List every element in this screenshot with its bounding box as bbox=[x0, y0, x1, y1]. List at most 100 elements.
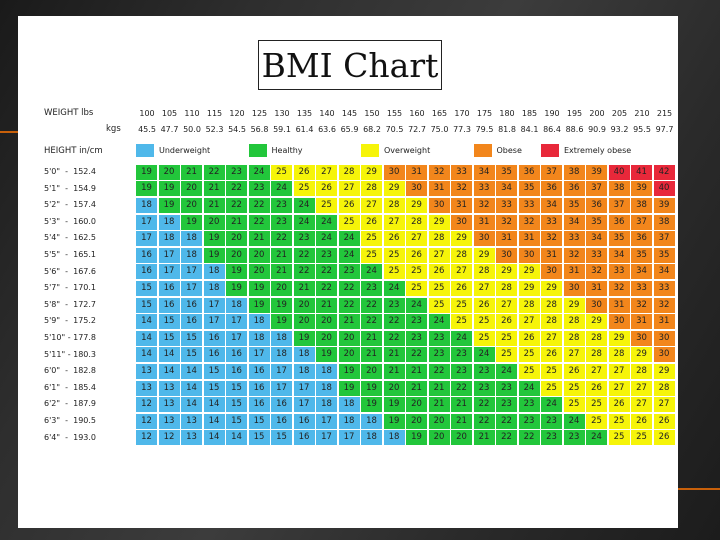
bmi-cell: 19 bbox=[226, 281, 247, 296]
height-label-row: 5'5" - 165.1 bbox=[44, 250, 97, 259]
bmi-cell: 26 bbox=[586, 380, 607, 396]
bmi-cell: 21 bbox=[428, 397, 450, 413]
bmi-cell: 26 bbox=[451, 281, 472, 296]
bmi-cell: 17 bbox=[316, 430, 337, 446]
bmi-cell: 19 bbox=[338, 364, 360, 379]
bmi-cell: 19 bbox=[271, 314, 292, 330]
bmi-cell: 29 bbox=[383, 181, 405, 197]
bmi-cell: 22 bbox=[248, 198, 270, 213]
bmi-cell: 18 bbox=[158, 214, 180, 230]
bmi-cell: 31 bbox=[563, 264, 585, 280]
bmi-cell: 26 bbox=[496, 314, 517, 330]
bmi-cell: 28 bbox=[608, 347, 630, 363]
bmi-cell: 17 bbox=[293, 397, 315, 413]
height-label-row: 6'3" - 190.5 bbox=[44, 416, 97, 425]
bmi-cell: 18 bbox=[181, 247, 202, 263]
weight-lbs-value: 200 bbox=[589, 109, 605, 118]
bmi-cell: 18 bbox=[248, 330, 270, 346]
bmi-cell: 22 bbox=[338, 281, 360, 296]
bmi-cell: 21 bbox=[293, 281, 315, 296]
bmi-cell: 16 bbox=[293, 413, 315, 429]
bmi-cell: 25 bbox=[451, 314, 472, 330]
bmi-cell: 30 bbox=[428, 198, 450, 213]
weight-kgs-value: 56.8 bbox=[250, 125, 269, 134]
bmi-cell: 32 bbox=[563, 247, 585, 263]
bmi-cell: 20 bbox=[226, 247, 247, 263]
bmi-cell: 24 bbox=[473, 347, 495, 363]
bmi-cell: 25 bbox=[383, 264, 405, 280]
bmi-cell: 23 bbox=[271, 198, 292, 213]
height-label-row: 5'10" - 177.8 bbox=[44, 333, 97, 342]
bmi-cell: 28 bbox=[518, 297, 540, 313]
bmi-cell: 23 bbox=[271, 214, 292, 230]
height-label-row: 5'0" - 152.4 bbox=[44, 167, 97, 176]
bmi-cell: 22 bbox=[473, 397, 495, 413]
bmi-cell: 20 bbox=[181, 181, 202, 197]
bmi-cell: 19 bbox=[136, 164, 157, 180]
weight-lbs-value: 180 bbox=[499, 109, 515, 118]
bmi-cell: 27 bbox=[361, 198, 382, 213]
weight-kgs-value: 68.2 bbox=[363, 125, 381, 134]
bmi-cell: 25 bbox=[586, 397, 607, 413]
bmi-cell: 28 bbox=[586, 347, 607, 363]
bmi-cell: 26 bbox=[383, 231, 405, 247]
weight-kgs-value: 97.7 bbox=[655, 125, 674, 134]
bmi-cell: 28 bbox=[653, 380, 675, 396]
bmi-cell: 24 bbox=[406, 297, 427, 313]
bmi-cell: 24 bbox=[496, 364, 517, 379]
bmi-cell: 30 bbox=[496, 247, 517, 263]
bmi-cell: 25 bbox=[271, 164, 292, 180]
height-label-row: 6'1" - 185.4 bbox=[44, 382, 97, 392]
height-label-row: 5'6" - 167.6 bbox=[44, 266, 97, 276]
bmi-cell: 18 bbox=[136, 198, 157, 213]
bmi-cell: 34 bbox=[608, 247, 630, 263]
bmi-cell: 23 bbox=[428, 347, 450, 363]
chart-title: BMI Chart bbox=[258, 40, 442, 90]
bmi-cell: 23 bbox=[518, 413, 540, 429]
bmi-cell: 25 bbox=[563, 380, 585, 396]
bmi-cell: 14 bbox=[136, 314, 157, 330]
bmi-cell: 21 bbox=[271, 264, 292, 280]
bmi-cell: 36 bbox=[586, 198, 607, 213]
bmi-cell: 25 bbox=[496, 347, 517, 363]
bmi-cell: 14 bbox=[158, 364, 180, 379]
bmi-cell: 24 bbox=[338, 231, 360, 247]
bmi-cell: 17 bbox=[226, 314, 247, 330]
bmi-cell: 20 bbox=[226, 231, 247, 247]
bmi-cell: 18 bbox=[316, 364, 337, 379]
bmi-cell: 22 bbox=[316, 281, 337, 296]
bmi-cell: 24 bbox=[316, 214, 337, 230]
bmi-cell: 14 bbox=[203, 430, 225, 446]
bmi-cell: 28 bbox=[496, 281, 517, 296]
bmi-cell: 24 bbox=[518, 380, 540, 396]
bmi-cell: 26 bbox=[473, 297, 495, 313]
bmi-cell: 16 bbox=[248, 380, 270, 396]
legend-swatch-underweight bbox=[136, 144, 154, 157]
bmi-cell: 21 bbox=[203, 181, 225, 197]
bmi-cell: 22 bbox=[316, 264, 337, 280]
bmi-cell: 34 bbox=[563, 214, 585, 230]
bmi-cell: 28 bbox=[586, 330, 607, 346]
bmi-cell: 27 bbox=[428, 247, 450, 263]
bmi-cell: 17 bbox=[203, 314, 225, 330]
bmi-cell: 16 bbox=[136, 247, 157, 263]
bmi-cell: 35 bbox=[608, 231, 630, 247]
weight-kgs-value: 72.7 bbox=[408, 125, 426, 134]
weight-kgs-value: 88.6 bbox=[565, 125, 584, 134]
bmi-cell: 40 bbox=[653, 181, 675, 197]
bmi-cell: 34 bbox=[473, 164, 495, 180]
bmi-cell: 22 bbox=[361, 297, 382, 313]
weight-kgs-value: 81.8 bbox=[498, 125, 516, 134]
bmi-cell: 19 bbox=[158, 181, 180, 197]
height-label-row: 5'1" - 154.9 bbox=[44, 183, 97, 193]
bmi-cell: 19 bbox=[158, 198, 180, 213]
bmi-cell: 29 bbox=[406, 198, 427, 213]
bmi-cell: 17 bbox=[136, 214, 157, 230]
bmi-cell: 12 bbox=[136, 430, 157, 446]
weight-lbs-value: 140 bbox=[319, 109, 335, 118]
bmi-cell: 15 bbox=[136, 281, 157, 296]
bmi-cell: 25 bbox=[541, 364, 562, 379]
bmi-cell: 23 bbox=[293, 231, 315, 247]
bmi-cell: 37 bbox=[653, 231, 675, 247]
bmi-cell: 33 bbox=[473, 181, 495, 197]
